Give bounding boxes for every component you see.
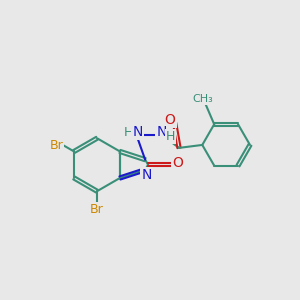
Text: O: O bbox=[172, 156, 183, 170]
Text: Br: Br bbox=[90, 202, 104, 215]
Text: N: N bbox=[156, 125, 167, 139]
Text: H: H bbox=[166, 130, 176, 142]
Text: N: N bbox=[133, 125, 143, 139]
Text: H: H bbox=[123, 126, 133, 139]
Text: CH₃: CH₃ bbox=[192, 94, 213, 104]
Text: N: N bbox=[141, 168, 152, 182]
Text: O: O bbox=[165, 113, 176, 127]
Text: Br: Br bbox=[50, 139, 63, 152]
